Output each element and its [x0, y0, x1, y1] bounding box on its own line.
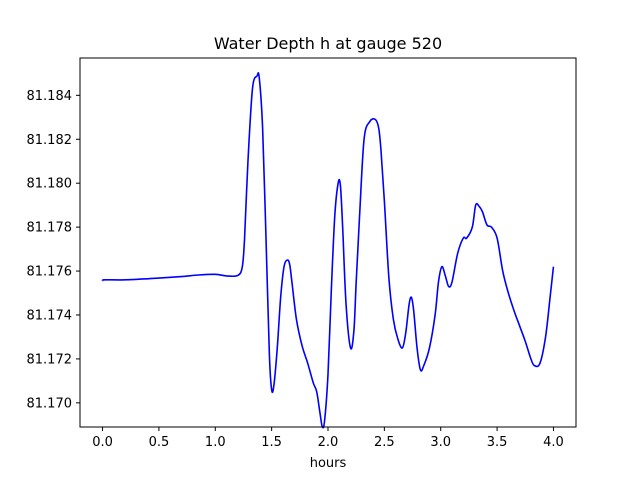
y-axis-ticks: 81.170 81.172 81.174 81.176 81.178 81.180 81.1… [27, 89, 80, 411]
x-tick-label: 3.5 [487, 435, 508, 450]
axes-frame [79, 57, 577, 428]
x-axis-label: hours [310, 456, 347, 471]
y-tick-label: 81.178 [27, 221, 73, 236]
y-tick-label: 81.182 [27, 133, 73, 148]
x-tick-label: 0.0 [92, 435, 113, 450]
x-axis-ticks: 0.0 0.5 1.0 1.5 2.0 2.5 3.0 3.5 4.0 [92, 427, 564, 450]
x-tick-label: 2.5 [374, 435, 395, 450]
y-tick-label: 81.170 [27, 396, 73, 411]
x-tick-label: 2.0 [318, 435, 339, 450]
y-tick-label: 81.174 [27, 308, 73, 323]
x-tick-label: 1.5 [261, 435, 282, 450]
x-tick-label: 3.0 [430, 435, 451, 450]
chart-title: Water Depth h at gauge 520 [214, 34, 442, 53]
x-tick-label: 0.5 [149, 435, 170, 450]
x-tick-label: 1.0 [205, 435, 226, 450]
y-tick-label: 81.180 [27, 177, 73, 192]
y-tick-label: 81.184 [27, 89, 73, 104]
x-tick-label: 4.0 [543, 435, 564, 450]
y-tick-label: 81.172 [27, 352, 73, 367]
series-line-water-depth [101, 72, 555, 429]
plot-area [101, 72, 555, 429]
y-tick-label: 81.176 [27, 265, 73, 280]
